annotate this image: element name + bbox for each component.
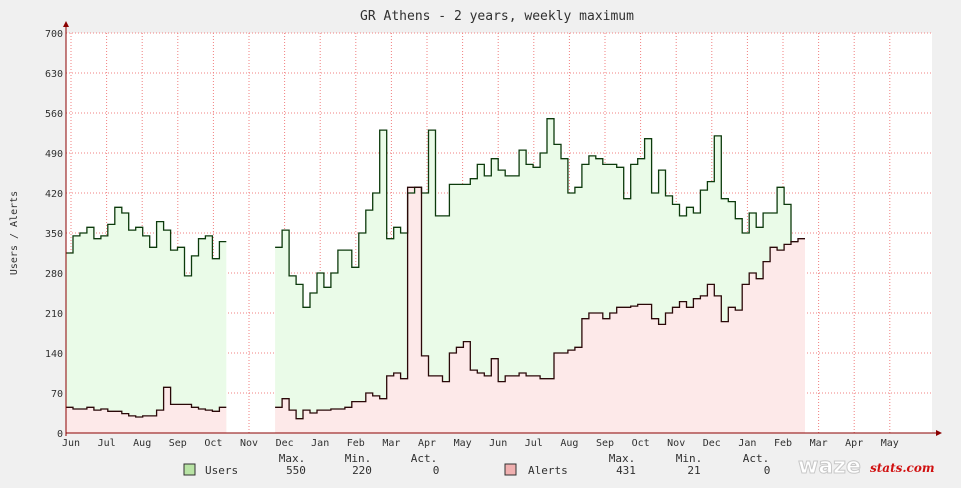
y-tick-label: 280 — [45, 269, 63, 280]
y-tick-label: 140 — [45, 349, 63, 360]
legend: Max. Min. Act. Max. Min. Act. Users 550 … — [183, 452, 771, 477]
x-tick-label: Nov — [667, 438, 685, 449]
legend-header-min-users: Min. — [345, 452, 372, 465]
x-tick-label: Mar — [810, 438, 828, 449]
x-tick-label: May — [454, 438, 472, 449]
x-tick-label: Sep — [169, 438, 187, 449]
x-tick-label: Apr — [418, 438, 436, 449]
x-tick-label: Mar — [382, 438, 400, 449]
legend-users-act: 0 — [433, 464, 440, 477]
legend-header-act-alerts: Act. — [743, 452, 770, 465]
series-lines — [66, 118, 805, 420]
y-tick-label: 560 — [45, 109, 63, 120]
series-area-alerts — [275, 187, 806, 433]
x-tick-label: Nov — [240, 438, 258, 449]
logo-stats-text: stats.com — [870, 461, 935, 475]
axes — [63, 21, 942, 436]
x-tick-label: Jul — [98, 438, 116, 449]
series-line-alerts — [275, 186, 805, 420]
y-tick-labels: 0 70 140 210 280 350 420 490 560 630 700 — [45, 29, 63, 440]
x-tick-label: Jun — [489, 438, 507, 449]
legend-users-max: 550 — [286, 464, 306, 477]
legend-label-alerts: Alerts — [528, 464, 568, 477]
y-axis-label: Users / Alerts — [9, 191, 20, 275]
chart-title: GR Athens - 2 years, weekly maximum — [360, 9, 634, 24]
legend-swatch-users — [183, 463, 196, 476]
series-line-alerts — [66, 386, 227, 418]
y-axis-arrow — [63, 21, 69, 27]
legend-header-max-users: Max. — [279, 452, 306, 465]
x-tick-label: Feb — [774, 438, 792, 449]
legend-alerts-act: 0 — [764, 464, 771, 477]
x-tick-label: Jun — [62, 438, 80, 449]
series-area-users — [66, 207, 227, 433]
legend-header-max-alerts: Max. — [609, 452, 636, 465]
y-tick-label: 70 — [51, 389, 63, 400]
x-tick-label: Aug — [560, 438, 578, 449]
x-tick-label: Jul — [525, 438, 543, 449]
x-tick-label: Jan — [311, 438, 329, 449]
x-tick-label: Oct — [204, 438, 222, 449]
legend-users-min: 220 — [352, 464, 372, 477]
y-tick-label: 210 — [45, 309, 63, 320]
y-tick-label: 420 — [45, 189, 63, 200]
legend-swatch-alerts — [504, 463, 517, 476]
x-tick-label: Apr — [845, 438, 863, 449]
series-line-users — [275, 118, 798, 308]
legend-header-act-users: Act. — [411, 452, 438, 465]
x-tick-label: Aug — [133, 438, 151, 449]
y-tick-label: 490 — [45, 149, 63, 160]
x-tick-label: Dec — [276, 438, 294, 449]
legend-alerts-max: 431 — [616, 464, 636, 477]
x-tick-labels: Jun Jul Aug Sep Oct Nov Dec Jan Feb Mar Apr May Jun J… — [62, 438, 899, 449]
x-tick-label: Sep — [596, 438, 614, 449]
x-tick-label: Dec — [703, 438, 721, 449]
y-tick-label: 0 — [57, 429, 63, 440]
legend-header-min-alerts: Min. — [676, 452, 703, 465]
x-tick-label: Oct — [632, 438, 650, 449]
y-tick-label: 350 — [45, 229, 63, 240]
y-tick-label: 700 — [45, 29, 63, 40]
legend-label-users: Users — [205, 464, 238, 477]
x-tick-label: Jan — [738, 438, 756, 449]
wazestats-logo: waze stats.com — [798, 454, 935, 480]
series-areas — [66, 118, 806, 433]
legend-alerts-min: 21 — [687, 464, 700, 477]
series-area-alerts — [66, 387, 227, 433]
y-tick-label: 630 — [45, 69, 63, 80]
x-tick-label: May — [881, 438, 899, 449]
logo-waze-text: waze — [798, 454, 861, 479]
x-tick-label: Feb — [347, 438, 365, 449]
series-line-users — [66, 206, 227, 277]
x-axis-arrow — [936, 430, 942, 436]
